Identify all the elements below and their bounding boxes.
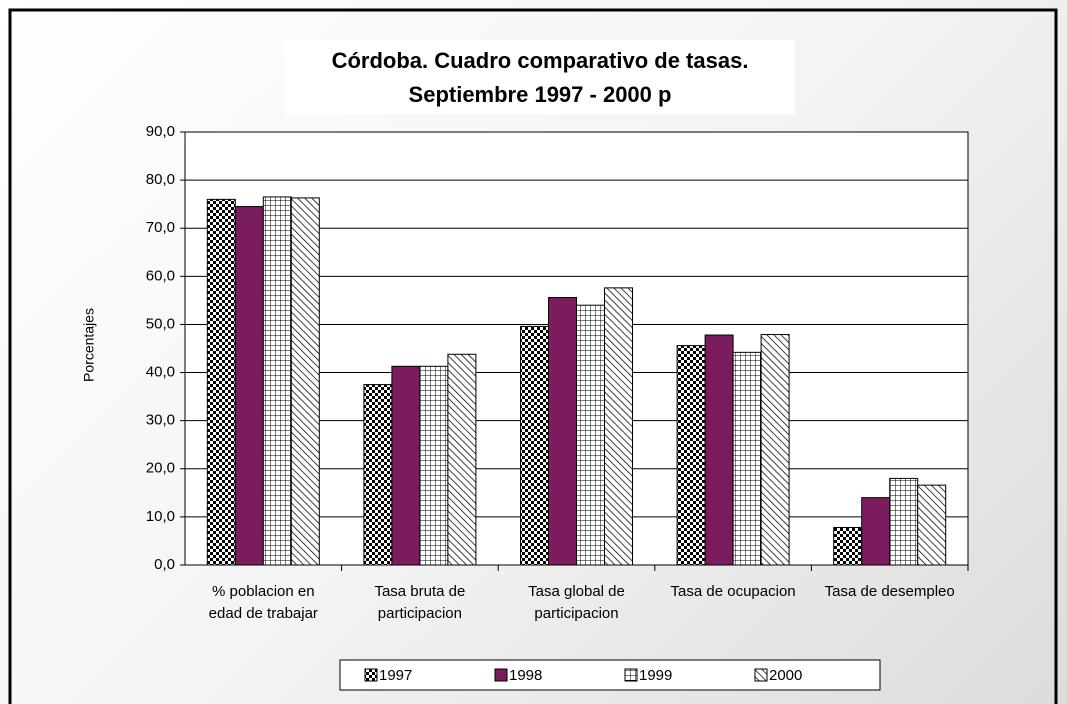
x-tick-label: Tasa bruta de participacion	[374, 583, 466, 622]
y-tick-label: 50,0	[146, 315, 175, 332]
title-box	[285, 40, 795, 114]
legend-label: 1999	[639, 667, 672, 684]
chart-subtitle: Septiembre 1997 - 2000 p	[409, 82, 672, 107]
bar	[704, 334, 734, 566]
x-tick-label: Tasa de desempleo	[824, 583, 955, 600]
bar	[447, 353, 477, 566]
bar	[262, 196, 292, 566]
legend-label: 1997	[379, 667, 412, 684]
bar	[419, 365, 449, 566]
y-tick-label: 30,0	[146, 412, 175, 429]
frame	[8, 8, 1058, 704]
bar	[760, 334, 790, 566]
bar	[604, 287, 633, 566]
legend-swatch	[624, 668, 638, 682]
bar	[917, 484, 947, 566]
legend-swatch	[364, 668, 378, 682]
y-tick-label: 70,0	[146, 219, 175, 236]
legend-swatch	[754, 668, 768, 682]
x-tick-label: Tasa global de participacion	[528, 583, 625, 622]
legend-swatch	[494, 668, 508, 682]
bar	[548, 297, 577, 566]
bar	[576, 304, 605, 566]
x-tick-label: % poblacion en edad de trabajar	[208, 583, 318, 622]
legend-label: 2000	[769, 667, 802, 684]
bar	[889, 477, 919, 566]
y-tick-label: 20,0	[146, 460, 175, 477]
y-tick-label: 10,0	[146, 508, 175, 525]
y-tick-label: 90,0	[146, 123, 175, 140]
y-axis-label: Porcentajes	[81, 308, 97, 382]
y-tick-label: 60,0	[146, 267, 175, 284]
bar	[391, 365, 421, 566]
bar	[861, 497, 891, 566]
bar	[676, 345, 706, 566]
bar	[234, 206, 264, 566]
x-tick-label: Tasa de ocupacion	[670, 583, 796, 600]
y-tick-label: 0,0	[154, 556, 175, 573]
y-tick-label: 80,0	[146, 171, 175, 188]
bar	[290, 197, 320, 566]
legend-label: 1998	[509, 667, 542, 684]
chart-title: Córdoba. Cuadro comparativo de tasas.	[332, 48, 749, 73]
y-tick-label: 40,0	[146, 364, 175, 381]
bar	[206, 198, 236, 566]
bar	[363, 384, 393, 566]
bar	[833, 526, 863, 566]
bar	[520, 325, 549, 566]
bar	[732, 351, 762, 566]
legend-box	[339, 659, 881, 691]
